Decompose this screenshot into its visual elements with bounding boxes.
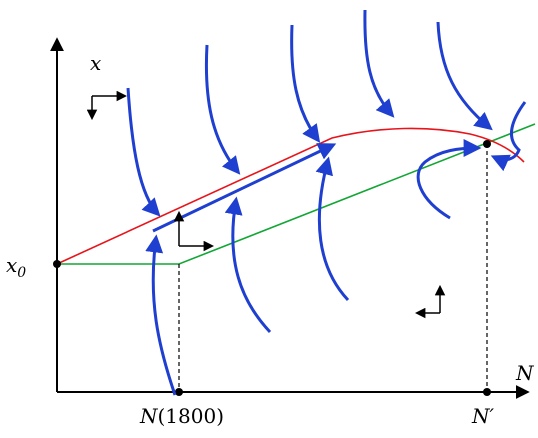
flow-arrow-8	[224, 196, 272, 334]
point-x0	[53, 260, 61, 268]
direction-indicator-top-left	[86, 90, 128, 121]
red-curve	[56, 127, 525, 265]
x0-subscript: 0	[17, 265, 26, 281]
flow-arrow-5	[436, 21, 493, 131]
n1800-italic: N	[139, 404, 159, 428]
x0-label: x0	[6, 253, 26, 281]
blue-path-segment	[152, 143, 337, 233]
point-n-prime-axis	[483, 388, 491, 396]
n1800-paren: (1800)	[158, 404, 225, 428]
green-line	[57, 123, 536, 265]
flow-arrow-4	[363, 9, 395, 118]
x-axis-label: N	[515, 361, 535, 385]
point-steady-state	[483, 140, 491, 148]
n-prime-label: N′	[471, 404, 495, 428]
flow-arrow-3	[290, 24, 321, 143]
flow-arrow-6	[490, 101, 527, 172]
y-axis-label: x	[90, 51, 101, 75]
flow-arrow-7	[145, 234, 177, 396]
flow-arrow-2	[204, 44, 241, 175]
flow-arrow-1	[126, 87, 161, 217]
flow-arrow-10	[416, 139, 482, 220]
x0-base: x	[6, 253, 17, 277]
direction-indicator-bottom-right	[414, 284, 446, 319]
n1800-label: N(1800)	[139, 404, 224, 428]
direction-indicator-middle	[173, 210, 215, 252]
flow-arrow-9	[315, 156, 350, 302]
point-n1800-axis	[175, 388, 183, 396]
